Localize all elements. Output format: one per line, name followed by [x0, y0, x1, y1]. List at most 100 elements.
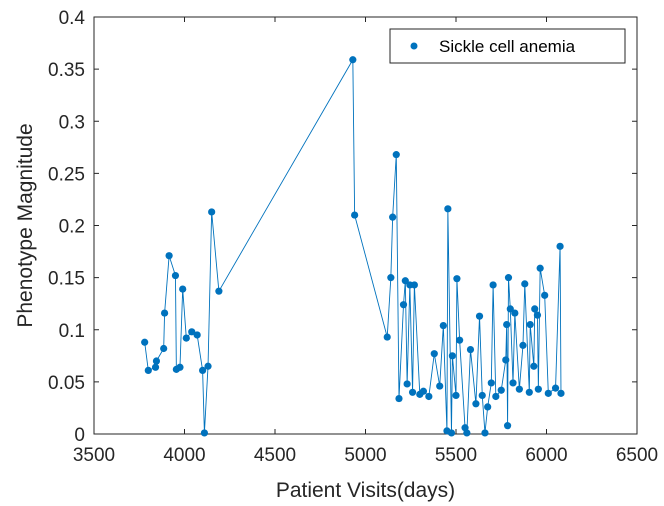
data-point	[430, 350, 438, 358]
data-point	[533, 311, 542, 319]
data-point	[171, 271, 180, 280]
legend: Sickle cell anemia	[389, 28, 626, 64]
y-tick-label: 0.3	[59, 112, 85, 133]
data-point	[504, 274, 513, 282]
x-tick-label: 6000	[525, 445, 567, 466]
data-point	[448, 352, 456, 360]
data-point	[204, 362, 212, 370]
data-point	[408, 388, 417, 396]
data-point	[534, 385, 542, 393]
data-point	[506, 305, 514, 313]
data-point	[521, 280, 529, 288]
y-tick-label: 0.1	[59, 321, 85, 342]
data-point	[531, 305, 539, 313]
x-tick-label: 4500	[254, 445, 296, 466]
data-point	[525, 388, 533, 396]
data-point	[519, 341, 527, 349]
data-point	[425, 392, 433, 401]
data-point	[436, 382, 444, 390]
y-tick-label: 0.25	[48, 164, 85, 185]
data-point	[160, 344, 168, 353]
data-point	[395, 394, 403, 403]
data-point	[389, 213, 397, 221]
series-layer	[141, 56, 565, 437]
x-tick-label: 3500	[73, 445, 115, 466]
data-point	[472, 400, 480, 408]
data-point	[410, 281, 418, 289]
axis-ticks	[93, 16, 638, 435]
data-point	[463, 429, 471, 437]
y-axis-title: Phenotype Magnitude	[14, 123, 37, 327]
data-point	[152, 357, 161, 365]
data-point	[439, 321, 447, 330]
data-point	[556, 242, 564, 250]
data-point	[351, 211, 359, 219]
data-point	[515, 385, 523, 393]
y-tick-label: 0.05	[48, 373, 85, 394]
x-tick-label: 4000	[163, 445, 205, 466]
data-point	[557, 389, 565, 397]
data-point	[141, 338, 149, 346]
data-point	[182, 334, 190, 342]
y-tick-label: 0.2	[59, 217, 85, 238]
data-point	[526, 320, 534, 329]
data-point	[511, 309, 519, 317]
data-point	[453, 275, 461, 283]
data-point	[544, 389, 552, 397]
data-point	[160, 309, 169, 317]
axis-tick-labels: 3500 4000 4500 5000 5500 6000 6500 0 0.05 0.1 0.15…	[48, 8, 658, 466]
data-point	[456, 336, 464, 344]
data-point	[481, 429, 489, 437]
data-point	[200, 429, 209, 437]
data-point	[165, 252, 173, 260]
data-point	[144, 366, 152, 375]
legend-marker	[410, 42, 418, 50]
data-point	[179, 285, 187, 293]
data-point	[509, 379, 517, 387]
legend-box	[389, 28, 626, 64]
data-point	[502, 356, 510, 364]
data-point	[492, 392, 500, 401]
data-point	[444, 205, 452, 213]
data-point	[215, 287, 223, 295]
data-point	[399, 301, 408, 309]
data-point	[349, 56, 357, 64]
data-point	[478, 391, 486, 400]
legend-label: Sickle cell anemia	[439, 37, 576, 56]
data-point	[387, 274, 395, 282]
data-point	[419, 387, 428, 395]
y-tick-label: 0	[74, 425, 85, 446]
data-point	[541, 291, 549, 299]
data-point	[447, 429, 456, 437]
y-tick-label: 0.35	[48, 60, 85, 81]
data-point	[489, 281, 497, 289]
data-point	[487, 379, 495, 387]
data-point	[503, 422, 512, 430]
x-tick-label: 5000	[344, 445, 386, 466]
x-tick-label: 5500	[435, 445, 477, 466]
data-point	[503, 320, 511, 329]
data-point	[401, 277, 409, 285]
data-point	[551, 384, 560, 392]
data-point	[452, 391, 460, 400]
data-point	[392, 151, 400, 159]
x-tick-label: 6500	[616, 445, 658, 466]
y-tick-label: 0.4	[59, 8, 86, 29]
x-axis-title: Patient Visits(days)	[276, 479, 455, 502]
data-point	[208, 208, 216, 216]
data-point	[383, 333, 391, 341]
data-point	[188, 328, 196, 336]
data-point	[475, 312, 484, 320]
data-point	[536, 264, 544, 272]
data-point	[193, 331, 201, 339]
data-point	[484, 403, 492, 411]
data-point	[151, 363, 160, 371]
data-point	[403, 380, 411, 388]
data-point	[176, 363, 184, 371]
data-point	[199, 366, 207, 375]
y-tick-label: 0.15	[48, 269, 85, 290]
data-point	[466, 345, 475, 354]
data-point	[497, 386, 505, 394]
